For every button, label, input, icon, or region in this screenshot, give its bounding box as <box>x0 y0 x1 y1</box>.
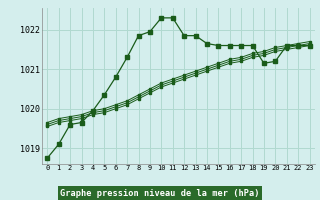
Text: Graphe pression niveau de la mer (hPa): Graphe pression niveau de la mer (hPa) <box>60 189 260 198</box>
